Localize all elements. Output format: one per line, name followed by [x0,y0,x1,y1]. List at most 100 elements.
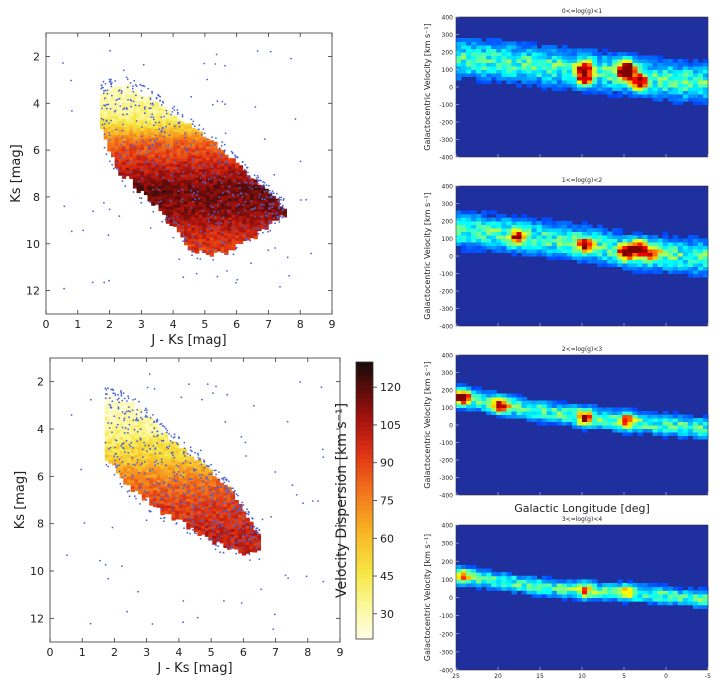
heatmap-cell [152,484,158,489]
heatmap-cell [187,214,192,219]
heatmap-cell [127,443,132,448]
scatter-point [279,286,281,288]
heatmap-cell [208,491,213,495]
scatter-point [253,404,255,407]
heatmap-cell [215,511,221,515]
heatmap-cell [213,249,218,253]
heatmap-cell [184,193,189,197]
heatmap-cell [119,439,124,444]
scatter-point [189,532,191,535]
heatmap-cell [121,167,127,171]
heatmap-cell [242,216,247,220]
scatter-point [214,216,217,218]
heatmap-cell [198,241,203,246]
heatmap-cell [112,399,117,403]
heatmap-cell [216,202,222,206]
heatmap-cell [176,194,182,198]
heatmap-cell [167,470,173,474]
heatmap-cell [180,191,185,195]
heatmap-cell [195,250,200,254]
heatmap-cell [156,493,161,497]
scatter-point [231,152,234,155]
scatter-point [149,416,152,419]
heatmap-cell [227,238,233,243]
heatmap-cell [145,467,150,471]
heatmap-cell [275,206,280,210]
heatmap-cell [546,235,553,239]
heatmap-cell [107,107,112,112]
heatmap-cell [108,460,113,464]
heatmap-cell [173,215,178,219]
heatmap-cell [180,123,185,128]
heatmap-cell [160,490,165,494]
heatmap-cell [491,210,497,215]
heatmap-cell [526,252,533,257]
heatmap-cell [162,176,167,180]
heatmap-cell [149,439,154,444]
heatmap-cell [231,187,236,192]
scatter-point [207,479,210,481]
heatmap-cell [121,97,127,101]
heatmap-cell [481,80,487,84]
heatmap-cell [202,225,207,229]
heatmap-cell [506,231,512,236]
heatmap-cell [242,170,247,174]
heatmap-cell [182,510,187,514]
scatter-point [237,547,239,550]
heatmap-cell [103,106,108,110]
heatmap-cell [169,152,174,156]
heatmap-cell [224,222,229,226]
scatter-point [242,504,245,506]
scatter-point [238,182,241,185]
heatmap-cell [476,249,482,253]
heatmap-cell [491,221,497,225]
heatmap-cell [112,456,117,461]
scatter-point [149,149,152,152]
heatmap-cell [149,447,154,452]
heatmap-cell [156,428,161,432]
scatter-point [122,123,124,126]
heatmap-cell [566,76,573,81]
y-tick-label: 300 [442,32,454,39]
heatmap-cell [178,491,184,496]
y-axis-label: Galactocentric Velocity [km s⁻¹] [423,23,432,150]
scatter-point [70,79,72,82]
heatmap-cell [152,422,158,426]
heatmap-cell [129,146,134,150]
heatmap-cell [526,73,533,77]
scatter-point [209,538,212,541]
scatter-point [266,215,269,218]
scatter-point [177,470,180,473]
heatmap-cell [238,522,243,527]
heatmap-cell [197,486,202,490]
heatmap-cell [546,242,553,246]
heatmap-cell [173,129,178,133]
scatter-point [262,181,264,183]
scatter-point [152,188,154,191]
heatmap-cell [191,195,196,199]
heatmap-cell [672,101,679,105]
scatter-point [136,459,139,461]
heatmap-cell [147,141,152,145]
heatmap-cell [260,209,266,213]
scatter-point [271,206,274,209]
heatmap-cell [242,189,247,193]
scatter-point [146,409,148,411]
scatter-point [168,134,171,137]
scatter-point [167,157,170,160]
scatter-point [120,391,123,394]
scatter-point [288,274,290,277]
heatmap-cell [637,94,643,98]
heatmap-cell [264,223,269,228]
heatmap-cell [249,218,255,223]
heatmap-cell [526,48,533,53]
heatmap-cell [145,453,150,457]
heatmap-cell [208,504,213,509]
heatmap-cell [171,498,176,502]
heatmap-cell [132,123,138,127]
scatter-point [191,523,194,525]
scatter-point [192,519,194,522]
heatmap-cell [176,132,182,136]
heatmap-cell [687,73,694,77]
heatmap-cell [213,149,218,154]
